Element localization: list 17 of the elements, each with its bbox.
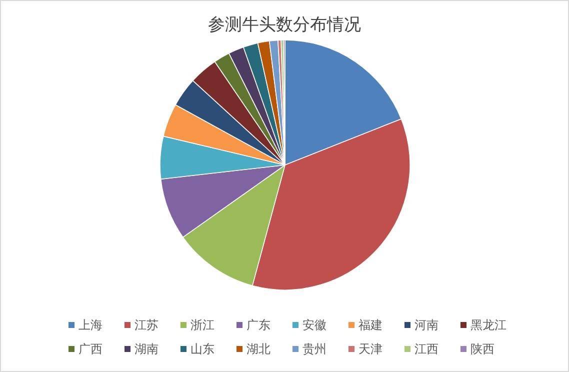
legend-label: 湖北: [246, 342, 270, 356]
legend-label: 江苏: [134, 318, 158, 332]
legend-label: 江西: [414, 342, 438, 356]
legend-label: 广西: [78, 342, 102, 356]
chart-title: 参测牛头数分布情况: [208, 15, 361, 35]
legend-label: 湖南: [134, 342, 158, 356]
legend-label: 陕西: [470, 342, 494, 356]
legend-label: 黑龙江: [470, 318, 506, 332]
legend-label: 天津: [358, 342, 382, 356]
legend-label: 福建: [358, 318, 382, 332]
legend-label: 广东: [246, 318, 270, 332]
legend-label: 山东: [190, 342, 214, 356]
legend-label: 上海: [78, 318, 102, 332]
legend-label: 贵州: [302, 342, 326, 356]
legend-label: 安徽: [302, 318, 326, 332]
legend-label: 浙江: [190, 318, 214, 332]
legend-label: 河南: [414, 318, 438, 332]
